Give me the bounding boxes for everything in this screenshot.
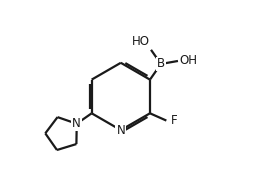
Text: HO: HO	[132, 35, 150, 48]
Text: B: B	[157, 58, 165, 70]
Text: N: N	[116, 124, 125, 137]
Text: N: N	[72, 117, 81, 130]
Text: OH: OH	[179, 54, 197, 68]
Text: F: F	[171, 114, 178, 127]
